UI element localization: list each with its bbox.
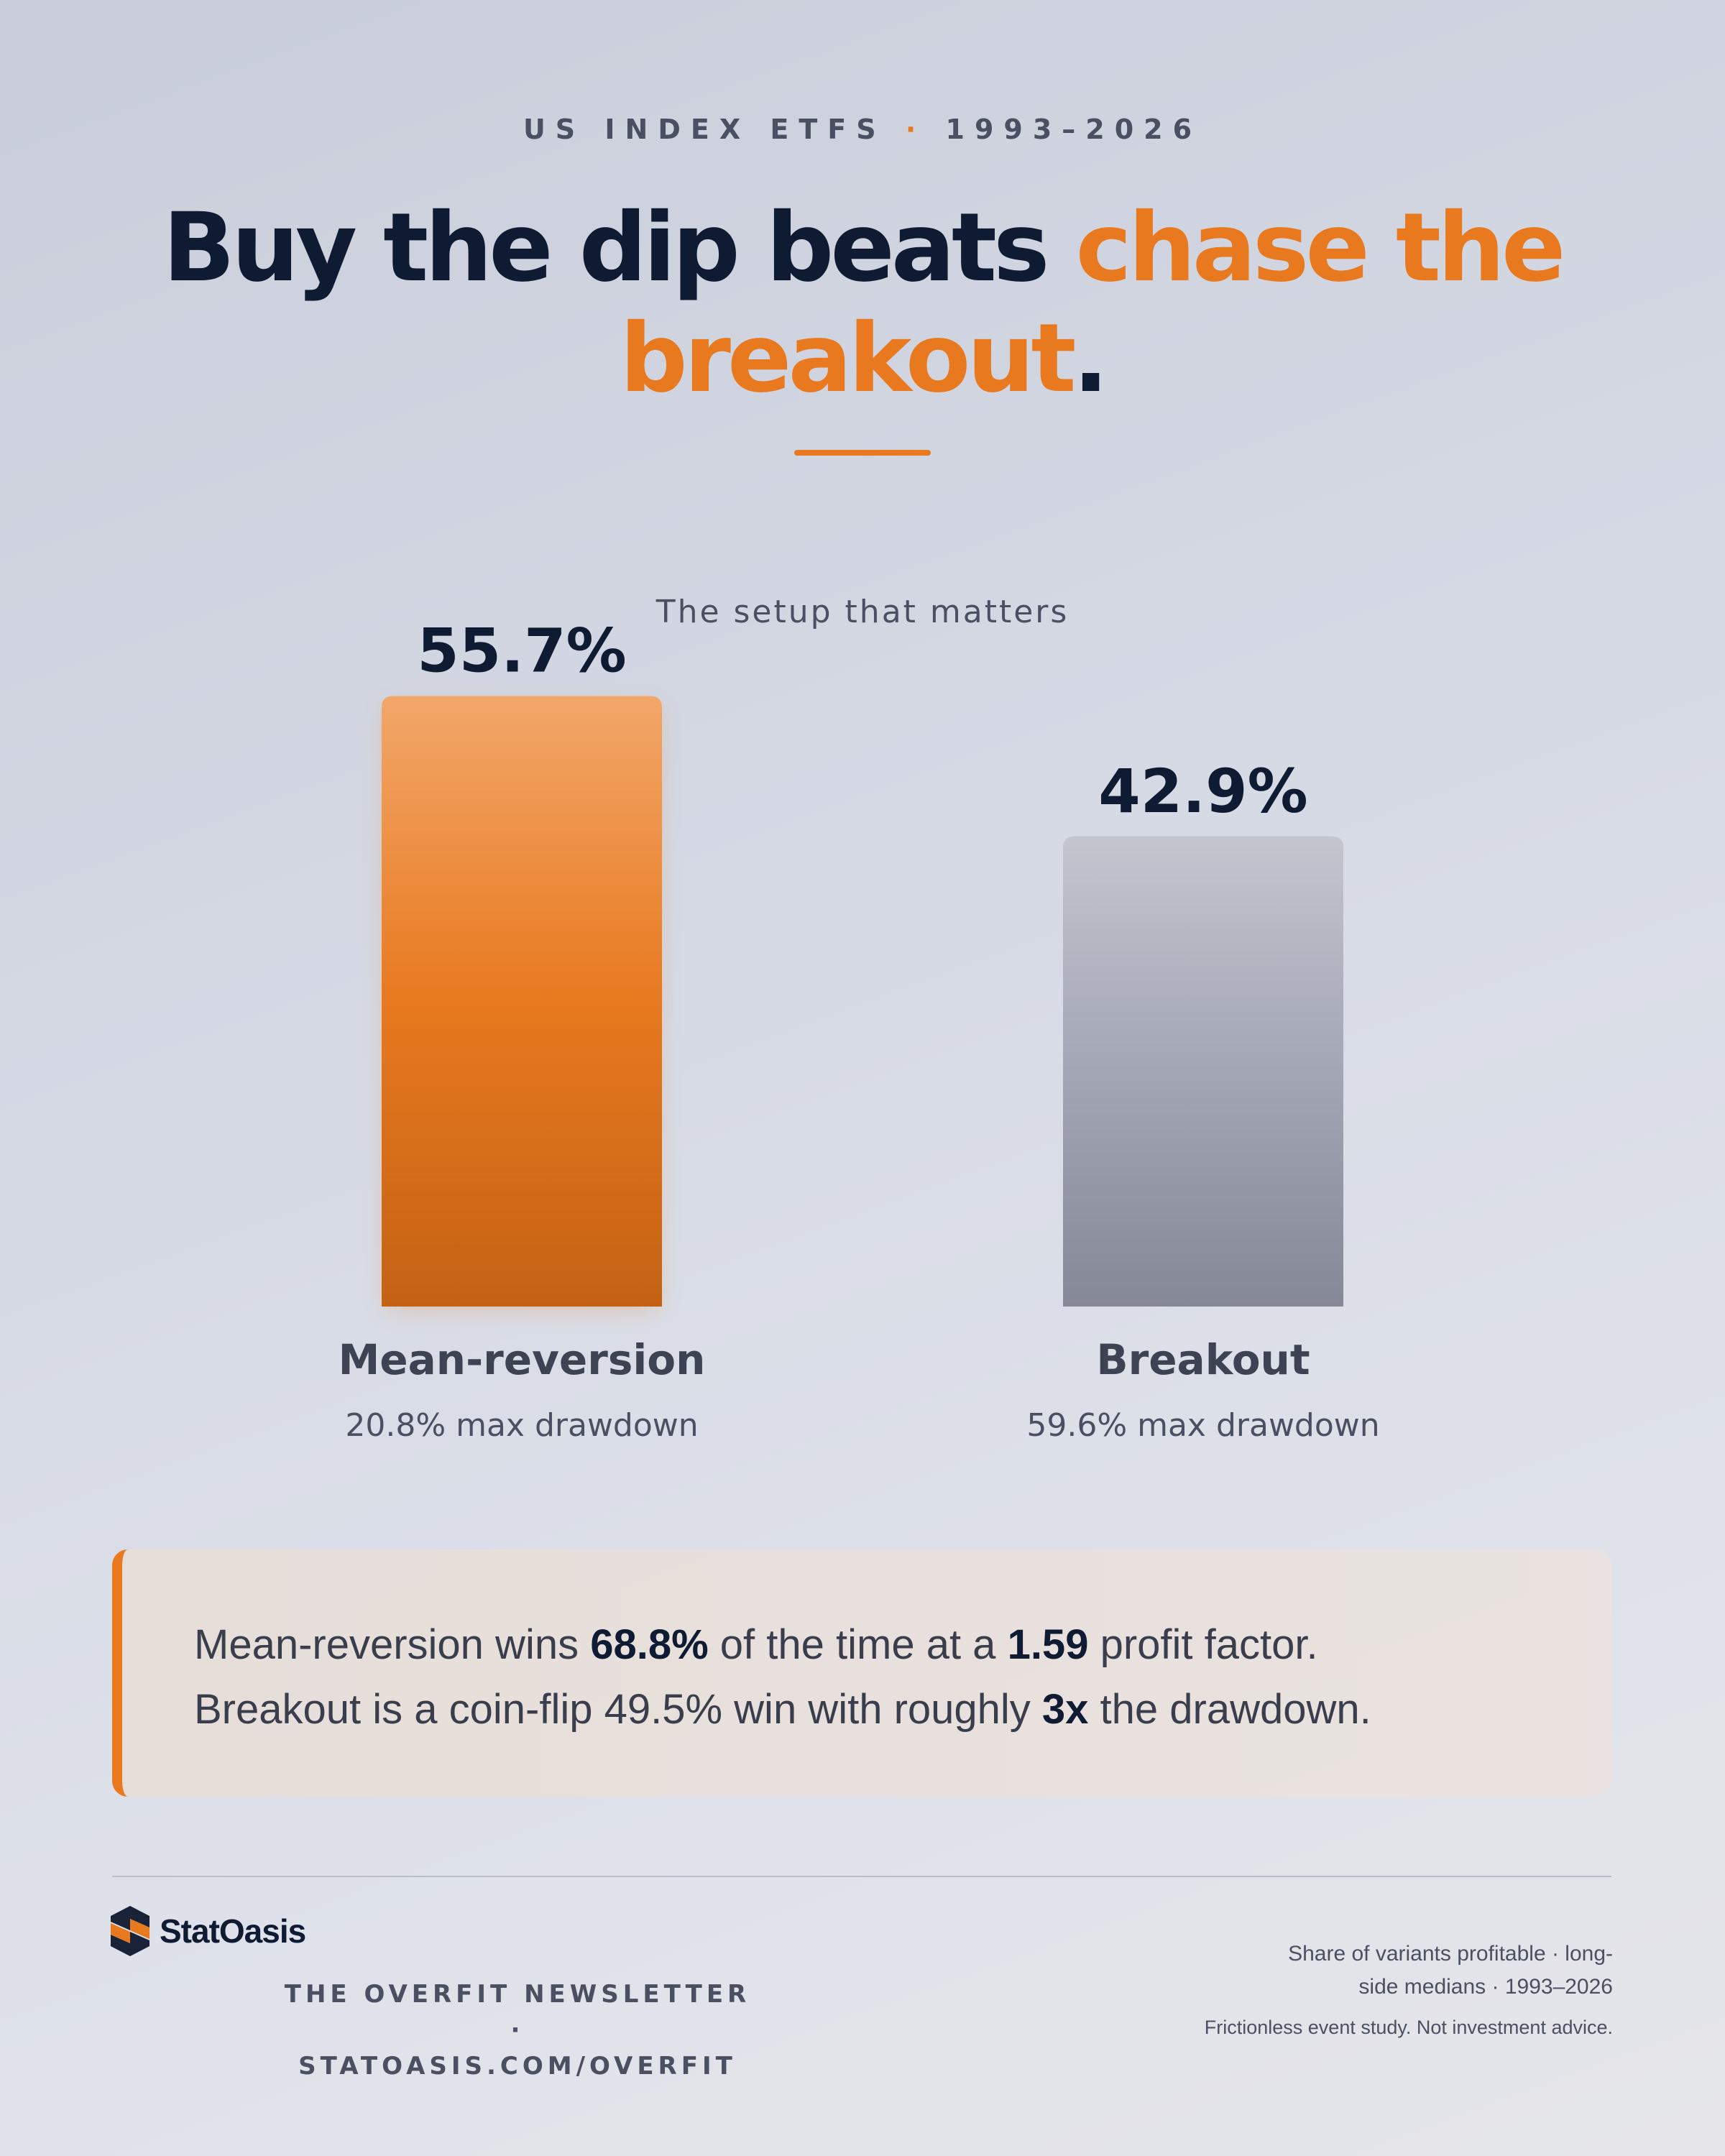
- callout-text: Mean-reversion wins 68.8% of the time at…: [194, 1613, 1560, 1742]
- brand-name: StatOasis: [160, 1912, 306, 1950]
- eyebrow-years: 1993–2026: [945, 114, 1202, 145]
- callout-profit-factor: 1.59: [1007, 1621, 1089, 1668]
- page-title: Buy the dip beats chase the breakout.: [108, 193, 1617, 414]
- callout-l2a: Breakout is a coin-flip 49.5% win with r…: [194, 1686, 1042, 1733]
- disclaimer: Frictionless event study. Not investment…: [1204, 2017, 1613, 2038]
- bar-mean-reversion: [382, 696, 662, 1307]
- category-label-breakout: Breakout: [1096, 1335, 1310, 1384]
- headline-accent-2: breakout: [620, 303, 1076, 414]
- headline-period: .: [1072, 303, 1109, 414]
- category-label-mean-reversion: Mean-reversion: [338, 1335, 706, 1384]
- callout-l1c: of the time at a: [708, 1621, 1008, 1668]
- drawdown-label-breakout: 59.6% max drawdown: [1026, 1407, 1380, 1444]
- newsletter-title: THE OVERFIT NEWSLETTER ·: [284, 1980, 751, 2045]
- eyebrow: US INDEX ETFS · 1993–2026: [0, 114, 1725, 145]
- note-line-2: side medians · 1993–2026: [1358, 1975, 1613, 1999]
- newsletter-info: THE OVERFIT NEWSLETTER · STATOASIS.COM/O…: [273, 1976, 762, 2084]
- methodology-note: Share of variants profitable · long- sid…: [1210, 1938, 1613, 2004]
- headline-accent-1: chase the: [1075, 193, 1566, 303]
- footer-divider: [112, 1876, 1611, 1877]
- value-label-mean-reversion: 55.7%: [417, 616, 626, 686]
- key-insight-callout: Mean-reversion wins 68.8% of the time at…: [112, 1549, 1611, 1797]
- callout-win-rate: 68.8%: [590, 1621, 709, 1668]
- statoasis-logo-icon: [111, 1906, 150, 1956]
- callout-l1e: profit factor.: [1088, 1621, 1318, 1668]
- callout-l1a: Mean-reversion wins: [194, 1621, 591, 1668]
- callout-drawdown-multiple: 3x: [1041, 1686, 1089, 1733]
- bar-breakout: [1063, 836, 1343, 1307]
- headline-main: Buy the dip beats: [162, 193, 1076, 303]
- note-line-1: Share of variants profitable · long-: [1288, 1942, 1613, 1966]
- eyebrow-separator: ·: [905, 114, 926, 145]
- eyebrow-region: US INDEX ETFS: [523, 114, 886, 145]
- callout-l2c: the drawdown.: [1088, 1686, 1371, 1733]
- drawdown-label-mean-reversion: 20.8% max drawdown: [345, 1407, 699, 1444]
- newsletter-url[interactable]: STATOASIS.COM/OVERFIT: [298, 2052, 737, 2081]
- chart-title: The setup that matters: [656, 594, 1070, 630]
- title-underline: [794, 450, 931, 456]
- value-label-breakout: 42.9%: [1098, 756, 1307, 826]
